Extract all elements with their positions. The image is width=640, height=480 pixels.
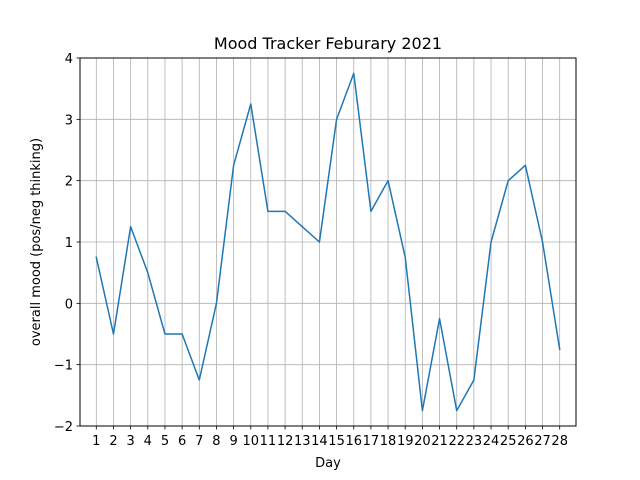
x-tick-label: 16 [345, 434, 362, 449]
x-tick-label: 5 [161, 434, 169, 449]
x-tick-label: 2 [109, 434, 117, 449]
y-tick-label: 4 [65, 52, 73, 67]
y-tick-label: 1 [65, 236, 73, 251]
x-tick-label: 12 [277, 434, 294, 449]
x-tick-label: 26 [517, 434, 534, 449]
y-tick-label: −2 [54, 420, 73, 435]
x-tick-label: 10 [242, 434, 259, 449]
x-tick-label: 7 [195, 434, 203, 449]
series-layer [95, 72, 561, 412]
x-tick-label: 9 [229, 434, 237, 449]
x-tick-label: 17 [363, 434, 380, 449]
x-tick-label: 20 [414, 434, 431, 449]
x-tick-label: 19 [397, 434, 414, 449]
y-tick-label: −1 [54, 359, 73, 374]
x-tick-label: 22 [448, 434, 465, 449]
mood-series-line [95, 72, 561, 412]
x-tick-label: 21 [431, 434, 448, 449]
x-tick-label: 8 [212, 434, 220, 449]
x-tick-label: 18 [380, 434, 397, 449]
x-tick-label: 11 [260, 434, 277, 449]
x-tick-label: 3 [126, 434, 134, 449]
chart-title: Mood Tracker Feburary 2021 [214, 34, 442, 53]
x-axis-title: Day [315, 456, 341, 471]
x-tick-label: 23 [466, 434, 483, 449]
ticks: 1 2 3 4 5 6 7 8 9 10 11 12 13 14 15 16 17 18 19 20 21 22 23 24 2… [54, 52, 568, 449]
y-tick-label: 0 [65, 297, 73, 312]
x-tick-label: 1 [92, 434, 100, 449]
x-tick-label: 24 [483, 434, 500, 449]
x-tick-label: 6 [178, 434, 186, 449]
x-tick-label: 14 [311, 434, 328, 449]
x-tick-label: 13 [294, 434, 311, 449]
y-axis-title: overall mood (pos/neg thinking) [29, 138, 44, 346]
x-tick-label: 27 [534, 434, 551, 449]
x-tick-label: 25 [500, 434, 517, 449]
y-tick-label: 2 [65, 175, 73, 190]
x-tick-label: 15 [328, 434, 345, 449]
y-tick-label: 3 [65, 113, 73, 128]
x-tick-label: 4 [144, 434, 152, 449]
x-tick-label: 28 [551, 434, 568, 449]
